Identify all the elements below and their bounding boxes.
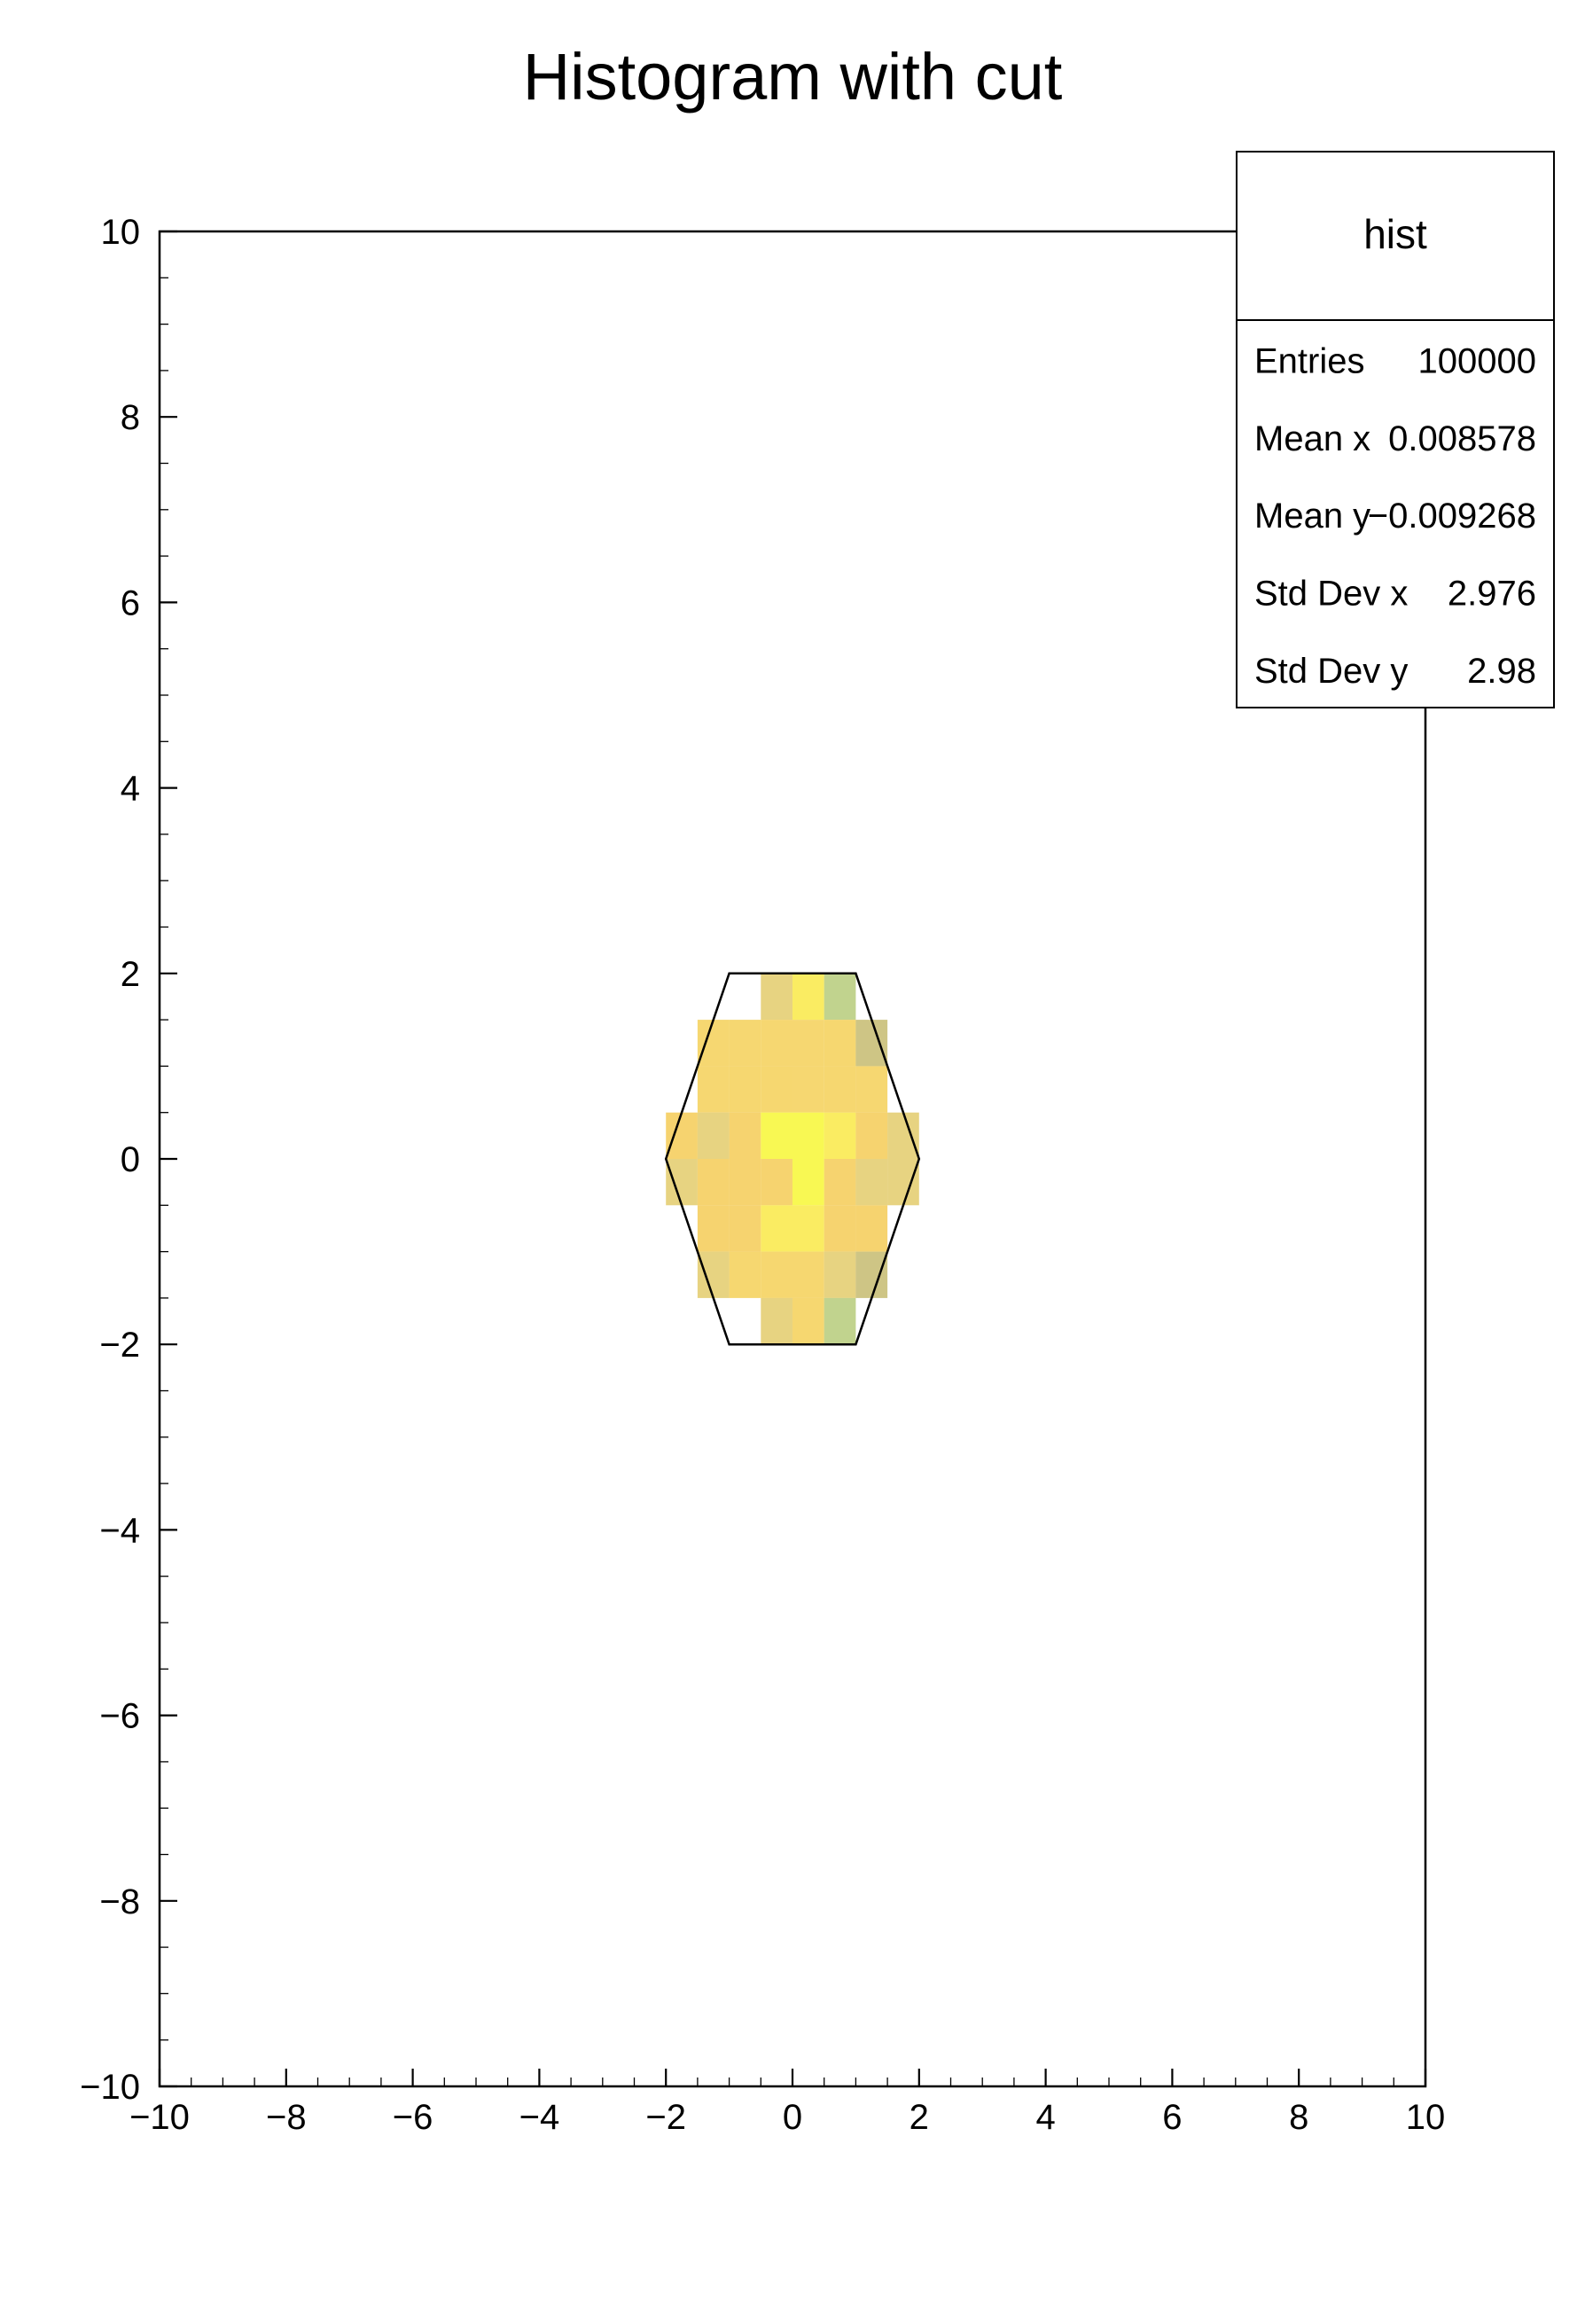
svg-text:100000: 100000: [1418, 341, 1536, 380]
svg-text:6: 6: [121, 583, 140, 622]
svg-text:−6: −6: [393, 2098, 433, 2137]
svg-text:2: 2: [910, 2098, 929, 2137]
svg-text:10: 10: [101, 213, 141, 252]
svg-text:−6: −6: [99, 1697, 140, 1736]
svg-text:−2: −2: [645, 2098, 686, 2137]
svg-text:2: 2: [121, 955, 140, 994]
svg-text:hist: hist: [1363, 211, 1427, 257]
svg-text:−8: −8: [99, 1882, 140, 1921]
svg-text:8: 8: [1289, 2098, 1308, 2137]
svg-text:8: 8: [121, 398, 140, 437]
svg-text:−4: −4: [99, 1511, 140, 1550]
svg-text:Mean x: Mean x: [1254, 419, 1370, 458]
svg-text:0: 0: [121, 1140, 140, 1179]
svg-text:−2: −2: [99, 1326, 140, 1365]
svg-text:6: 6: [1162, 2098, 1182, 2137]
svg-text:2.98: 2.98: [1467, 652, 1536, 691]
svg-text:Mean y: Mean y: [1254, 497, 1370, 536]
svg-text:4: 4: [1035, 2098, 1055, 2137]
svg-text:−0.009268: −0.009268: [1368, 497, 1536, 536]
svg-text:−10: −10: [80, 2068, 140, 2107]
svg-text:Std Dev y: Std Dev y: [1254, 652, 1408, 691]
svg-text:10: 10: [1406, 2098, 1446, 2137]
svg-text:−8: −8: [266, 2098, 307, 2137]
svg-text:Histogram with cut: Histogram with cut: [523, 40, 1063, 113]
svg-text:0.008578: 0.008578: [1388, 419, 1536, 458]
svg-text:4: 4: [121, 770, 140, 809]
svg-text:Entries: Entries: [1254, 341, 1365, 380]
svg-text:Std Dev x: Std Dev x: [1254, 575, 1408, 614]
svg-text:−4: −4: [519, 2098, 560, 2137]
svg-text:0: 0: [783, 2098, 802, 2137]
svg-text:2.976: 2.976: [1448, 575, 1536, 614]
